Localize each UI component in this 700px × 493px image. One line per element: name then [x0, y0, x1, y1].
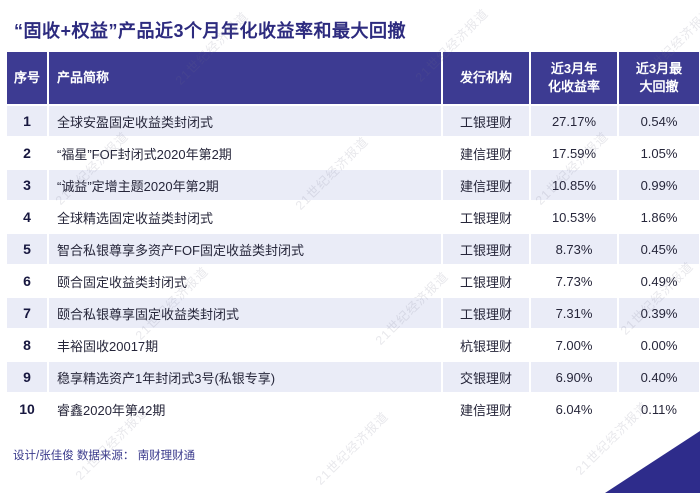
drawdown-value: 0.00% — [619, 330, 699, 360]
table-body: 1 全球安盈固定收益类封闭式 工银理财 27.17% 0.54% 2 “福星”F… — [7, 106, 699, 424]
drawdown-value: 0.54% — [619, 106, 699, 136]
yield-value: 10.85% — [531, 170, 617, 200]
row-index: 5 — [7, 234, 47, 264]
yield-value: 8.73% — [531, 234, 617, 264]
row-index: 3 — [7, 170, 47, 200]
table-row: 10 睿鑫2020年第42期 建信理财 6.04% 0.11% — [7, 394, 699, 424]
drawdown-value: 0.49% — [619, 266, 699, 296]
product-name: 全球精选固定收益类封闭式 — [49, 202, 441, 232]
header-issuer: 发行机构 — [443, 52, 529, 104]
product-name: 颐合固定收益类封闭式 — [49, 266, 441, 296]
issuer-name: 建信理财 — [443, 170, 529, 200]
header-yield-line1: 近3月年 — [550, 61, 598, 77]
header-index: 序号 — [7, 52, 47, 104]
row-index: 9 — [7, 362, 47, 392]
drawdown-value: 0.39% — [619, 298, 699, 328]
header-yield-line2: 化收益率 — [547, 79, 600, 94]
drawdown-value: 0.99% — [619, 170, 699, 200]
issuer-name: 建信理财 — [443, 138, 529, 168]
row-index: 7 — [7, 298, 47, 328]
yield-value: 6.90% — [531, 362, 617, 392]
header-product: 产品简称 — [49, 52, 441, 104]
yield-value: 6.04% — [531, 394, 617, 424]
drawdown-value: 0.40% — [619, 362, 699, 392]
table-row: 6 颐合固定收益类封闭式 工银理财 7.73% 0.49% — [7, 266, 699, 296]
issuer-name: 建信理财 — [443, 394, 529, 424]
issuer-name: 交银理财 — [443, 362, 529, 392]
table-row: 1 全球安盈固定收益类封闭式 工银理财 27.17% 0.54% — [7, 106, 699, 136]
drawdown-value: 0.45% — [619, 234, 699, 264]
table-row: 2 “福星”FOF封闭式2020年第2期 建信理财 17.59% 1.05% — [7, 138, 699, 168]
table-row: 8 丰裕固收20017期 杭银理财 7.00% 0.00% — [7, 330, 699, 360]
product-name: 丰裕固收20017期 — [49, 330, 441, 360]
header-yield: 近3月年化收益率 — [531, 52, 617, 104]
row-index: 10 — [7, 394, 47, 424]
yield-value: 27.17% — [531, 106, 617, 136]
issuer-name: 工银理财 — [443, 234, 529, 264]
table-row: 5 智合私银尊享多资产FOF固定收益类封闭式 工银理财 8.73% 0.45% — [7, 234, 699, 264]
table-header-row: 序号 产品简称 发行机构 近3月年化收益率 近3月最大回撤 — [7, 52, 699, 104]
footer-credit: 设计/张佳俊 数据来源： 南财理财通 — [13, 450, 196, 462]
issuer-name: 工银理财 — [443, 202, 529, 232]
row-index: 8 — [7, 330, 47, 360]
row-index: 6 — [7, 266, 47, 296]
yield-value: 7.73% — [531, 266, 617, 296]
yield-value: 10.53% — [531, 202, 617, 232]
table-row: 7 颐合私银尊享固定收益类封闭式 工银理财 7.31% 0.39% — [7, 298, 699, 328]
yield-value: 7.00% — [531, 330, 617, 360]
issuer-name: 工银理财 — [443, 298, 529, 328]
product-name: 颐合私银尊享固定收益类封闭式 — [49, 298, 441, 328]
row-index: 4 — [7, 202, 47, 232]
issuer-name: 工银理财 — [443, 106, 529, 136]
yield-value: 7.31% — [531, 298, 617, 328]
product-name: 智合私银尊享多资产FOF固定收益类封闭式 — [49, 234, 441, 264]
table-row: 3 “诚益”定增主题2020年第2期 建信理财 10.85% 0.99% — [7, 170, 699, 200]
row-index: 1 — [7, 106, 47, 136]
product-table: 序号 产品简称 发行机构 近3月年化收益率 近3月最大回撤 1 全球安盈固定收益… — [5, 50, 700, 426]
page-title: “固收+权益”产品近3个月年化收益率和最大回撤 — [14, 21, 407, 41]
header-drawdown-line1: 近3月最 — [635, 61, 683, 77]
issuer-name: 杭银理财 — [443, 330, 529, 360]
issuer-name: 工银理财 — [443, 266, 529, 296]
product-name: “福星”FOF封闭式2020年第2期 — [49, 138, 441, 168]
drawdown-value: 0.11% — [619, 394, 699, 424]
drawdown-value: 1.86% — [619, 202, 699, 232]
product-name: 稳享精选资产1年封闭式3号(私银专享) — [49, 362, 441, 392]
drawdown-value: 1.05% — [619, 138, 699, 168]
product-name: 睿鑫2020年第42期 — [49, 394, 441, 424]
header-drawdown: 近3月最大回撤 — [619, 52, 699, 104]
product-name: “诚益”定增主题2020年第2期 — [49, 170, 441, 200]
product-name: 全球安盈固定收益类封闭式 — [49, 106, 441, 136]
table-row: 9 稳享精选资产1年封闭式3号(私银专享) 交银理财 6.90% 0.40% — [7, 362, 699, 392]
header-drawdown-line2: 大回撤 — [639, 79, 679, 94]
table-row: 4 全球精选固定收益类封闭式 工银理财 10.53% 1.86% — [7, 202, 699, 232]
yield-value: 17.59% — [531, 138, 617, 168]
row-index: 2 — [7, 138, 47, 168]
corner-triangle-decoration — [605, 431, 700, 493]
